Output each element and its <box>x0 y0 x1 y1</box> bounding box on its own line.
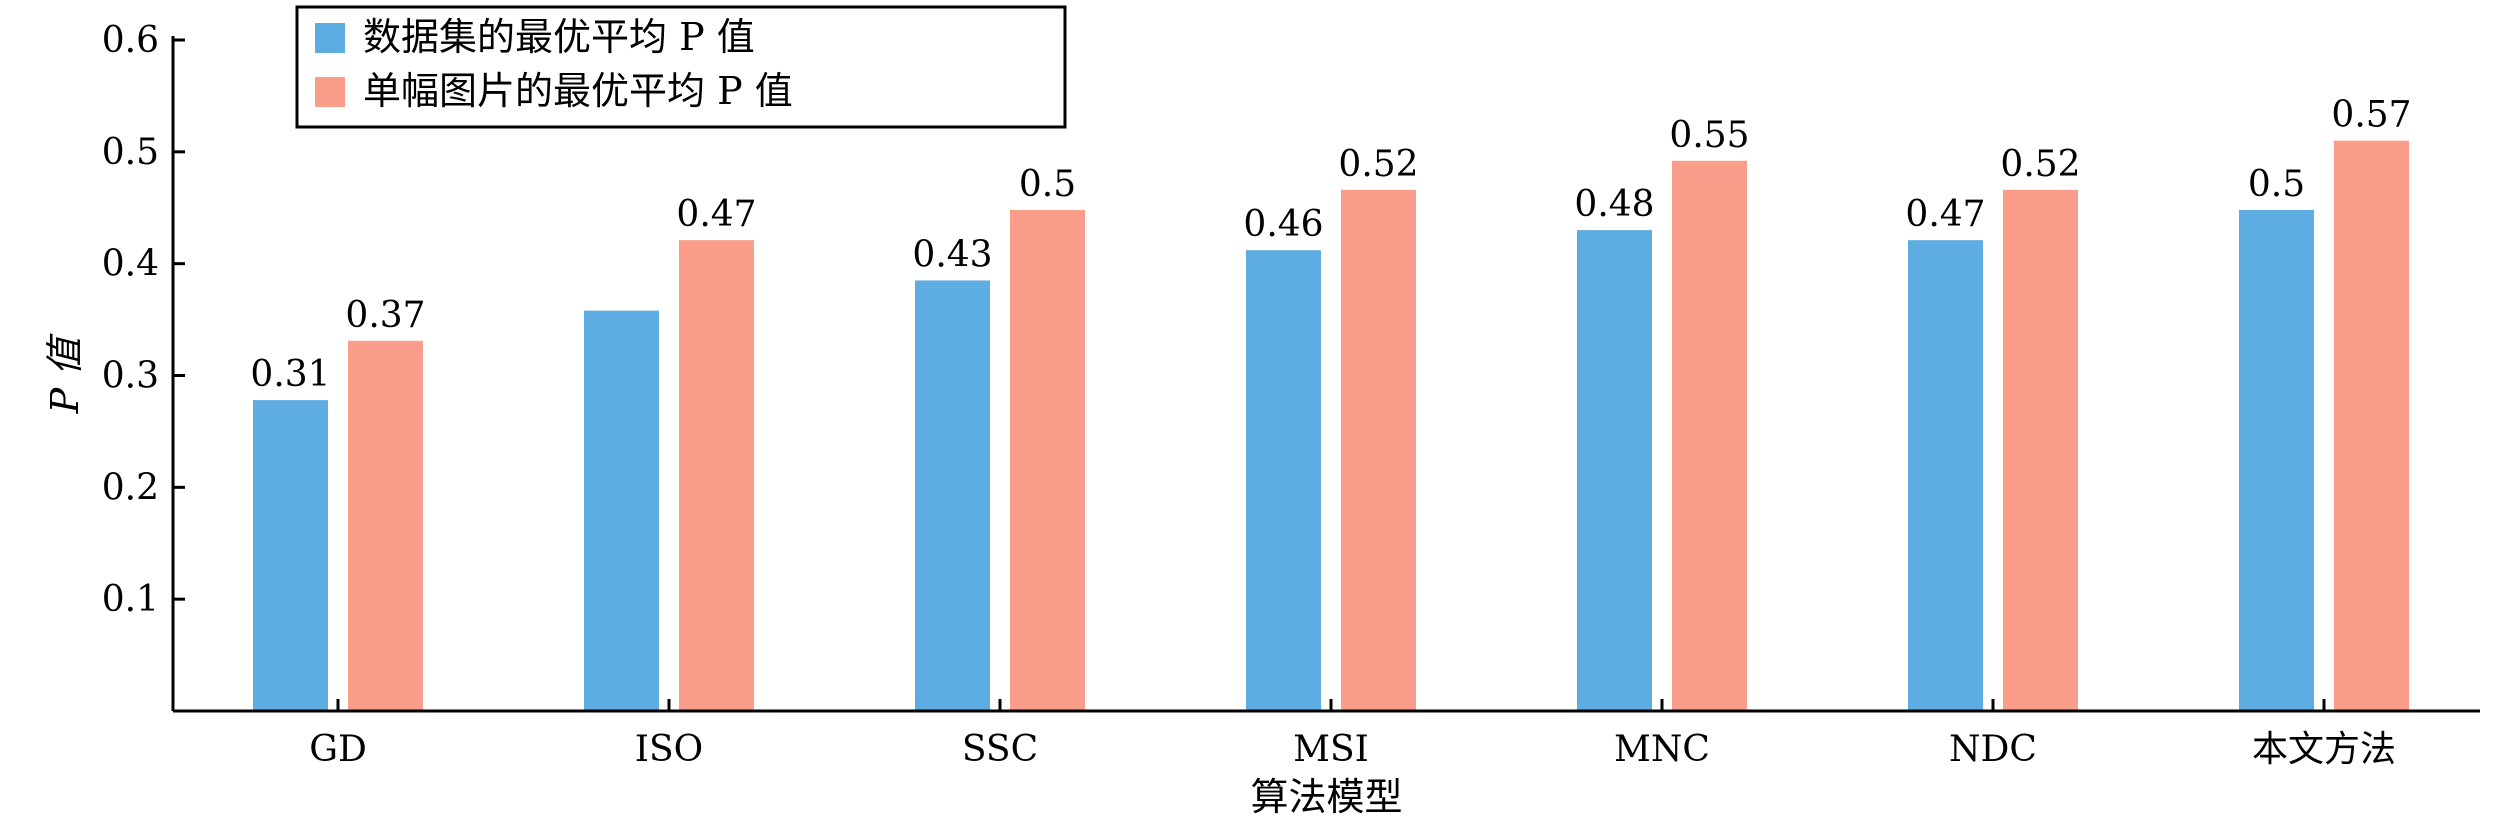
y-axis-title: P 值 <box>43 333 87 415</box>
data-label: 0.47 <box>676 194 756 235</box>
x-tick-label: ISO <box>635 729 703 770</box>
bar-single-image-1 <box>679 240 754 711</box>
y-tick-label: 0.3 <box>102 356 159 397</box>
bar-dataset-1 <box>584 310 659 711</box>
bar-single-image-0 <box>348 340 423 711</box>
data-label: 0.5 <box>2248 164 2305 205</box>
x-tick-label: 本文方法 <box>2252 729 2396 770</box>
bar-dataset-5 <box>1908 240 1983 711</box>
bar-single-image-3 <box>1341 189 1416 711</box>
data-label: 0.31 <box>250 354 330 395</box>
legend-box <box>295 5 1067 129</box>
data-label: 0.5 <box>1019 164 1076 205</box>
data-label: 0.55 <box>1669 115 1749 156</box>
bar-dataset-4 <box>1577 230 1652 711</box>
data-label: 0.43 <box>912 234 992 275</box>
y-tick-label: 0.4 <box>102 244 159 285</box>
legend-label-dataset: 数据集的最优平均 P 值 <box>363 15 755 59</box>
data-label: 0.37 <box>345 295 425 336</box>
legend-swatch-single-image <box>315 77 345 107</box>
x-axis-title: 算法模型 <box>1250 775 1402 819</box>
axes-layer <box>171 36 2480 713</box>
bar-dataset-0 <box>253 400 328 711</box>
data-label: 0.46 <box>1243 204 1323 245</box>
data-labels-layer: 0.31 0.37 0.47 0.43 0.5 0.46 0.52 0.48 0.55 0.47 0… <box>250 95 2411 395</box>
x-ticks: GD ISO SSC MSI MNC NDC 本文方法 <box>309 699 2396 770</box>
bar-single-image-4 <box>1672 160 1747 711</box>
y-ticks: 0.1 0.2 0.3 0.4 0.5 0.6 <box>102 20 185 620</box>
x-tick-label: NDC <box>1949 729 2037 770</box>
y-tick-label: 0.2 <box>102 467 159 508</box>
bar-single-image-5 <box>2003 189 2078 711</box>
data-label: 0.47 <box>1905 194 1985 235</box>
bar-single-image-2 <box>1010 209 1085 711</box>
y-tick-label: 0.1 <box>102 579 159 620</box>
data-label: 0.57 <box>2331 95 2411 136</box>
legend-swatch-dataset <box>315 23 345 53</box>
y-tick-label: 0.6 <box>102 20 159 61</box>
data-label: 0.48 <box>1574 184 1654 225</box>
legend: 数据集的最优平均 P 值 单幅图片的最优平均 P 值 <box>295 5 1067 129</box>
x-tick-label: MNC <box>1614 729 1710 770</box>
x-tick-label: SSC <box>962 729 1038 770</box>
bar-single-image-6 <box>2334 140 2409 711</box>
bar-dataset-6 <box>2239 209 2314 711</box>
legend-label-single-image: 单幅图片的最优平均 P 值 <box>363 69 793 113</box>
data-label: 0.52 <box>2000 144 2080 185</box>
y-tick-label: 0.5 <box>102 132 159 173</box>
bar-dataset-2 <box>915 280 990 711</box>
bar-dataset-3 <box>1246 250 1321 711</box>
bars-layer <box>253 140 2409 711</box>
x-tick-label: GD <box>309 729 367 770</box>
x-tick-label: MSI <box>1293 729 1369 770</box>
data-label: 0.52 <box>1338 144 1418 185</box>
